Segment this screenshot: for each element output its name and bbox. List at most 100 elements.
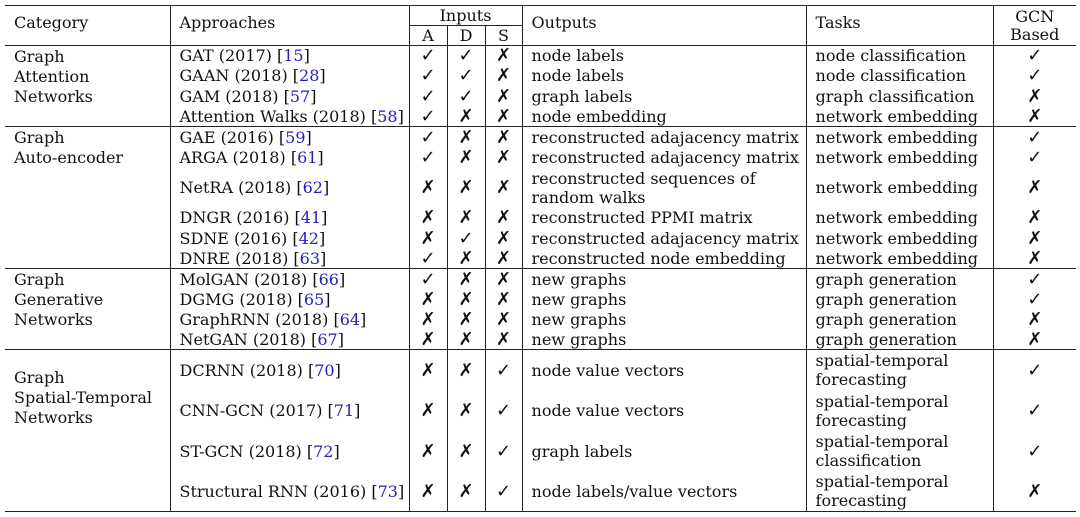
output-cell: reconstructed adajacency matrix bbox=[521, 146, 807, 168]
output-cell: reconstructed adajacency matrix bbox=[521, 126, 807, 147]
citation-link[interactable]: 72 bbox=[313, 441, 334, 461]
task-text: network embedding bbox=[815, 147, 978, 167]
table-row: GAAN (2018) [28] ✓ ✓ ✗ node labels node class… bbox=[5, 65, 1077, 87]
table-row: NetRA (2018) [62] ✗ ✗ ✗ reconstructed sequen… bbox=[5, 167, 1077, 208]
output-cell: reconstructed node embedding bbox=[521, 248, 807, 269]
gcn-based-mark: ✗ bbox=[992, 228, 1077, 249]
input-s-mark: ✓ bbox=[484, 349, 523, 391]
input-a-mark: ✓ bbox=[408, 146, 447, 168]
citation-link[interactable]: 58 bbox=[377, 106, 398, 126]
input-a-mark: ✓ bbox=[408, 268, 447, 289]
citation-link[interactable]: 63 bbox=[299, 248, 321, 268]
input-d-mark: ✗ bbox=[446, 167, 485, 208]
category-label-line: Graph bbox=[14, 47, 65, 66]
approach-cell: CNN-GCN (2017) [71] bbox=[169, 390, 409, 431]
task-cell: spatial-temporal forecasting bbox=[805, 390, 994, 431]
table-row: Graph Generative Networks MolGAN (2018) [66… bbox=[5, 268, 1077, 350]
output-text: new graphs bbox=[531, 309, 627, 329]
citation-link[interactable]: 64 bbox=[339, 309, 361, 329]
header-gcn-line2: Based bbox=[1010, 24, 1060, 44]
citation-link[interactable]: 73 bbox=[377, 481, 398, 501]
table-header: Category Approaches Inputs Outputs Tasks… bbox=[5, 5, 1077, 46]
citation-link[interactable]: 15 bbox=[283, 46, 304, 66]
table-row: DGMG (2018) [65] ✗ ✗ ✗ new graphs graph gener… bbox=[5, 288, 1077, 310]
citation-link[interactable]: 62 bbox=[302, 178, 323, 198]
table-row: GraphRNN (2018) [64] ✗ ✗ ✗ new graphs graph g… bbox=[5, 309, 1077, 330]
gcn-based-mark: ✓ bbox=[992, 288, 1077, 310]
category-label-line: Graph bbox=[14, 128, 65, 148]
approach-name: DGMG (2018) bbox=[179, 289, 293, 309]
input-d-mark: ✓ bbox=[446, 86, 485, 107]
citation-link[interactable]: 57 bbox=[289, 86, 311, 106]
category-cell: Graph Spatial-Temporal Networks bbox=[5, 349, 170, 513]
citation-link[interactable]: 42 bbox=[298, 228, 319, 248]
table-body: Graph Attention Networks GAT (2017) [15] ✓ ✓ ✗… bbox=[5, 45, 1077, 513]
citation-link[interactable]: 59 bbox=[285, 127, 306, 147]
input-d-mark: ✗ bbox=[446, 390, 485, 431]
approach-cell: SDNE (2016) [42] bbox=[169, 228, 409, 249]
task-cell: network embedding bbox=[805, 248, 994, 269]
approach-name: GAE (2016) bbox=[179, 127, 274, 147]
input-s-mark: ✓ bbox=[484, 471, 523, 513]
output-text: reconstructed adajacency matrix bbox=[531, 127, 799, 147]
table-row: NetGAN (2018) [67] ✗ ✗ ✗ new graphs graph gen… bbox=[5, 329, 1077, 350]
input-a-mark: ✗ bbox=[408, 167, 447, 208]
output-cell: node value vectors bbox=[521, 349, 807, 391]
output-text: graph labels bbox=[531, 441, 633, 461]
input-a-mark: ✗ bbox=[408, 349, 447, 391]
task-cell: spatial-temporal forecasting bbox=[805, 471, 994, 513]
category-cell: Graph Auto-encoder bbox=[5, 126, 170, 269]
input-a-mark: ✗ bbox=[408, 228, 447, 249]
citation-link[interactable]: 70 bbox=[314, 360, 335, 380]
citation-link[interactable]: 41 bbox=[300, 208, 322, 228]
output-text: graph labels bbox=[531, 86, 633, 106]
approach-cell: Structural RNN (2016) [73] bbox=[169, 471, 409, 513]
output-cell: graph labels bbox=[521, 86, 807, 107]
gcn-based-mark: ✓ bbox=[992, 126, 1077, 147]
input-s-mark: ✗ bbox=[484, 106, 523, 127]
output-cell: node labels bbox=[521, 65, 807, 87]
citation-link[interactable]: 61 bbox=[297, 147, 318, 167]
task-cell: spatial-temporal forecasting bbox=[805, 349, 994, 391]
output-cell: node labels bbox=[521, 45, 807, 66]
output-text: reconstructed adajacency matrix bbox=[531, 228, 799, 248]
gcn-based-mark: ✗ bbox=[992, 329, 1077, 350]
task-text: graph generation bbox=[815, 329, 957, 349]
approach-name: GAAN (2018) bbox=[179, 66, 288, 86]
task-cell: graph classification bbox=[805, 86, 994, 107]
input-d-mark: ✗ bbox=[446, 207, 485, 229]
task-cell: network embedding bbox=[805, 207, 994, 229]
approach-cell: DCRNN (2018) [70] bbox=[169, 349, 409, 391]
input-d-mark: ✓ bbox=[446, 228, 485, 249]
gcn-based-mark: ✓ bbox=[992, 430, 1077, 472]
citation-link[interactable]: 66 bbox=[318, 269, 339, 289]
citation-link[interactable]: 65 bbox=[303, 289, 325, 309]
input-a-mark: ✓ bbox=[408, 106, 447, 127]
gcn-based-mark: ✓ bbox=[992, 349, 1077, 391]
output-text: reconstructed sequences of bbox=[531, 168, 756, 188]
citation-link[interactable]: 28 bbox=[299, 66, 320, 86]
citation-link[interactable]: 71 bbox=[333, 401, 355, 421]
citation-link[interactable]: 67 bbox=[317, 329, 338, 349]
input-d-mark: ✗ bbox=[446, 329, 485, 350]
task-cell: network embedding bbox=[805, 228, 994, 249]
header-gcn-based: GCN Based bbox=[992, 5, 1077, 46]
task-text-line2: forecasting bbox=[815, 410, 908, 430]
approach-cell: MolGAN (2018) [66] bbox=[169, 268, 409, 289]
input-s-mark: ✗ bbox=[484, 146, 523, 168]
output-cell: graph labels bbox=[521, 430, 807, 472]
input-s-mark: ✗ bbox=[484, 288, 523, 310]
output-text: node value vectors bbox=[531, 401, 685, 421]
input-s-mark: ✓ bbox=[484, 390, 523, 431]
task-text: spatial-temporal bbox=[815, 351, 949, 371]
input-s-mark: ✗ bbox=[484, 167, 523, 208]
approach-name: CNN-GCN (2017) bbox=[179, 401, 323, 421]
approach-cell: NetRA (2018) [62] bbox=[169, 167, 409, 208]
approach-name: SDNE (2016) bbox=[179, 228, 288, 248]
input-s-mark: ✗ bbox=[484, 268, 523, 289]
output-cell: new graphs bbox=[521, 288, 807, 310]
output-text: node embedding bbox=[531, 106, 667, 126]
input-d-mark: ✗ bbox=[446, 471, 485, 513]
output-text: node labels bbox=[531, 66, 624, 86]
input-d-mark: ✗ bbox=[446, 349, 485, 391]
